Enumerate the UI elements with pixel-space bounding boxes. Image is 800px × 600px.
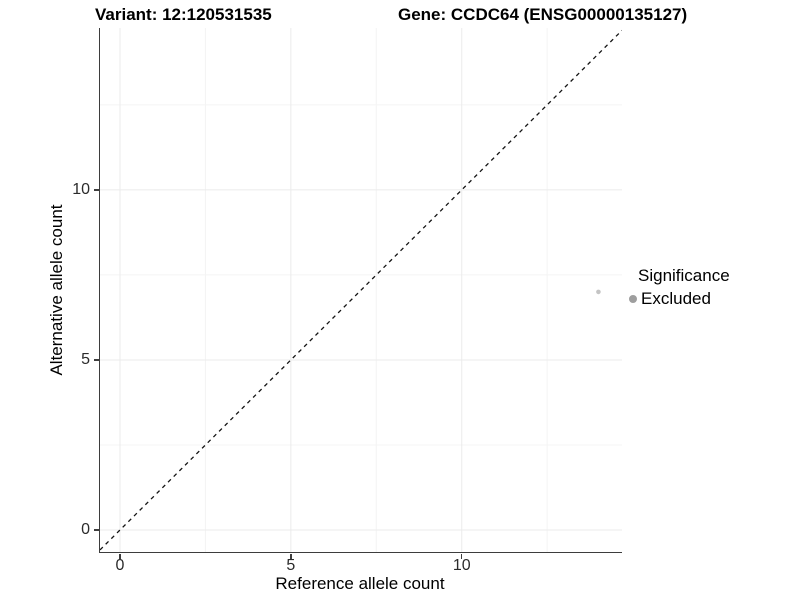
y-tick-label: 0 xyxy=(81,520,90,538)
legend: Significance Excluded xyxy=(629,266,730,309)
legend-item-excluded: Excluded xyxy=(629,289,730,309)
legend-point-icon xyxy=(629,295,637,303)
x-tick-label: 0 xyxy=(115,557,125,574)
identity-dashed-line xyxy=(99,29,622,551)
y-tick-label: 10 xyxy=(72,180,90,198)
plot-title-gene: Gene: CCDC64 (ENSG00000135127) xyxy=(398,5,688,24)
x-tick-mark xyxy=(290,553,292,559)
plot-panel xyxy=(98,28,622,553)
data-point xyxy=(595,289,601,295)
y-tick-mark xyxy=(93,359,99,361)
legend-title: Significance xyxy=(638,266,730,285)
plot-title-variant: Variant: 12:120531535 xyxy=(95,5,272,24)
legend-item-label: Excluded xyxy=(641,289,711,308)
x-tick-label: 5 xyxy=(286,557,296,574)
x-tick-mark xyxy=(119,553,121,559)
y-tick-mark xyxy=(93,529,99,531)
y-tick-mark xyxy=(93,189,99,191)
plot-canvas xyxy=(99,28,622,552)
x-tick-label: 10 xyxy=(452,557,471,574)
y-axis-title: Alternative allele count xyxy=(47,204,66,376)
x-tick-mark xyxy=(460,553,463,559)
x-axis-title: Reference allele count xyxy=(275,574,445,593)
y-tick-label: 5 xyxy=(81,350,90,368)
